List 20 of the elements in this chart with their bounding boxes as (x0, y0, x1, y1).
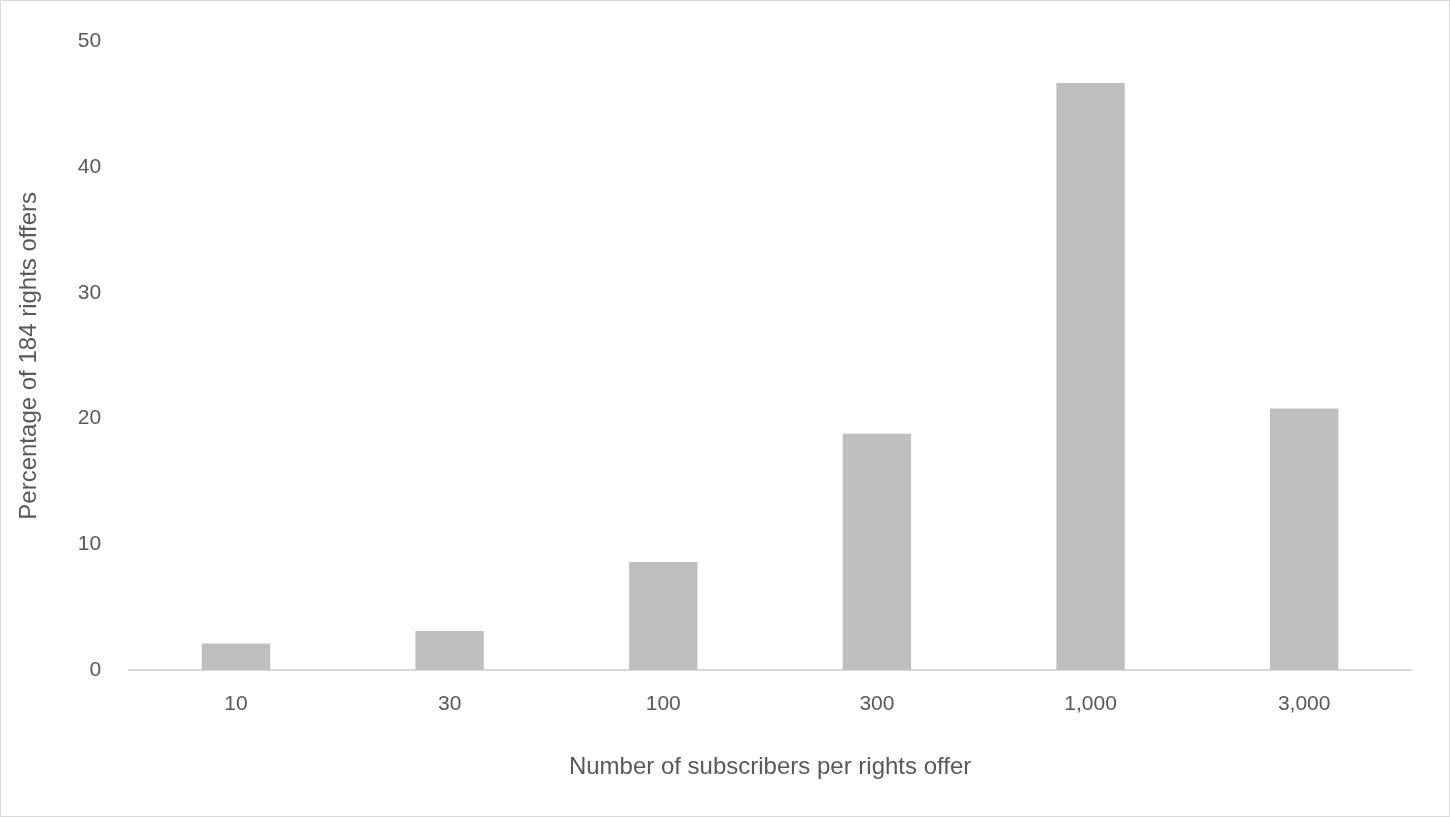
y-tick-label: 30 (77, 279, 102, 303)
x-tick-label: 1,000 (1064, 691, 1117, 715)
bar (842, 433, 912, 670)
x-tick-label: 10 (224, 691, 248, 715)
x-tick-label: 3,000 (1277, 691, 1331, 715)
y-tick-label: 50 (77, 28, 102, 52)
y-tick-label: 40 (77, 154, 102, 178)
x-tick-label: 30 (437, 691, 462, 715)
y-tick-label: 20 (77, 405, 102, 429)
x-axis-title: Number of subscribers per rights offer (568, 752, 972, 780)
bar (415, 631, 484, 670)
x-tick-label: 100 (645, 691, 681, 715)
y-tick-label: 10 (77, 531, 102, 555)
bar (201, 643, 271, 670)
bar (629, 561, 698, 670)
bar (1270, 408, 1339, 670)
y-tick-label: 0 (89, 656, 102, 680)
y-axis-title: Percentage of 184 rights offers (14, 191, 42, 520)
x-tick-label: 300 (859, 691, 895, 715)
bar (1056, 83, 1125, 670)
